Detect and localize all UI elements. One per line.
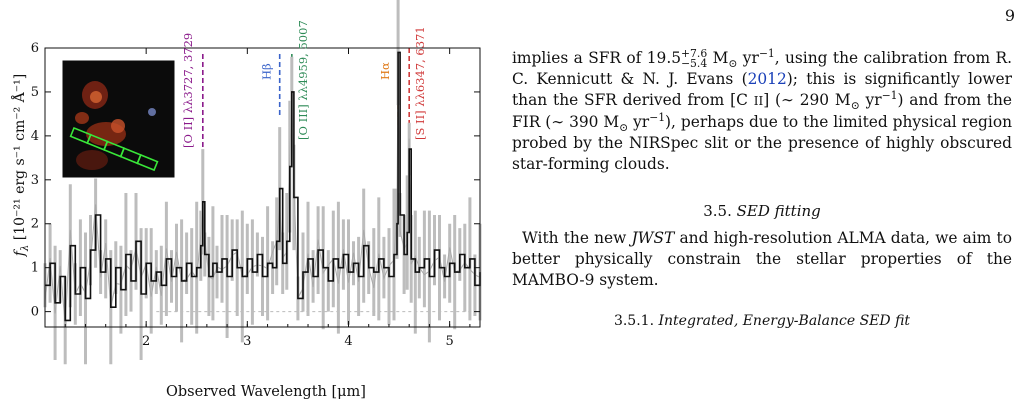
y-tick-label: 5: [31, 85, 39, 100]
plot-area: 2 3 4 5 0 1 2 3 4 5 6 [O II] λλ3727, 3729 Hβ [O III] …: [31, 0, 482, 365]
text-column: implies a SFR of 19.5 +7.6 −5.4 M⊙ yr−1, u…: [512, 48, 1012, 332]
emission-line-label: [S II] λλ6347, 6371: [413, 26, 427, 140]
y-label-units: [10⁻²¹ erg s⁻¹ cm⁻² Å⁻¹]: [10, 74, 28, 245]
x-tick-label: 5: [446, 334, 454, 349]
y-label-lambda: λ: [20, 245, 31, 252]
paragraph-sfr: implies a SFR of 19.5 +7.6 −5.4 M⊙ yr−1, u…: [512, 48, 1012, 175]
y-tick-label: 4: [31, 129, 39, 144]
inset-source-blob: [148, 108, 156, 116]
x-tick-label: 4: [344, 334, 352, 349]
paragraph-sed: With the new JWST and high-resolution AL…: [512, 228, 1012, 291]
text-run: implies a SFR of 19.5: [512, 49, 682, 67]
text-run: ) and from the FIR (∼ 390 M: [512, 91, 1012, 131]
slit-shutter: [136, 153, 159, 172]
inset-source-blob: [76, 150, 108, 170]
y-tick-label: 6: [31, 41, 39, 56]
emission-line-label: Hα: [378, 62, 392, 80]
section-heading: 3.5. SED fitting: [512, 201, 1012, 222]
y-label-f: f: [12, 248, 28, 257]
emission-line-label: [O III] λλ4959, 5007: [296, 20, 310, 140]
inset-source-blob: [75, 112, 89, 124]
text-run: ); this is significantly lower than the …: [512, 70, 1012, 109]
y-tick-label: 0: [31, 305, 39, 320]
plot-frame: [44, 47, 481, 328]
solar-symbol: ⊙: [850, 99, 860, 113]
y-axis-label: fλ [10⁻²¹ erg s⁻¹ cm⁻² Å⁻¹]: [10, 74, 31, 258]
citation-link[interactable]: 2012: [747, 70, 787, 88]
text-run: and high-resolution ALMA data, we aim to…: [512, 229, 1012, 289]
x-axis-label: Observed Wavelength [μm]: [166, 384, 366, 400]
solar-symbol: ⊙: [728, 57, 738, 71]
exponent: −1: [649, 110, 666, 124]
text-run: With the new: [522, 229, 632, 247]
text-run: yr: [859, 91, 882, 109]
subsection-number: 3.5.1.: [613, 313, 655, 329]
exponent: −1: [758, 46, 775, 60]
x-tick-label: 3: [243, 334, 251, 349]
y-tick-label: 3: [31, 173, 39, 188]
text-run: ), perhaps due to the limited physical r…: [512, 113, 1013, 173]
spectrum-figure: 2 3 4 5 0 1 2 3 4 5 6 [O II] λλ3727, 3729 Hβ [O III] …: [10, 0, 482, 400]
nirspec-slit: [69, 126, 159, 172]
emission-line-label: [O II] λλ3727, 3729: [181, 33, 195, 148]
text-run: yr: [737, 49, 759, 67]
section-number: 3.5.: [703, 202, 732, 220]
subsection-heading: 3.5.1. Integrated, Energy-Balance SED fi…: [512, 311, 1012, 332]
roman-numeral: II: [753, 94, 764, 108]
y-tick-label: 1: [31, 261, 39, 276]
sfr-upper-error: +7.6: [681, 47, 708, 61]
text-run: ] (∼ 290 M: [763, 91, 851, 109]
inset-image: [61, 59, 176, 179]
page-number: 9: [1004, 6, 1015, 25]
sfr-lower-error: −5.4: [681, 56, 708, 70]
raw-spectrum: [44, 52, 481, 326]
inset-source-blob: [90, 91, 102, 103]
emission-line-label: Hβ: [260, 63, 274, 80]
solar-symbol: ⊙: [619, 121, 629, 135]
jwst-italic: JWST: [631, 229, 675, 247]
sfr-uncertainty: +7.6 −5.4: [681, 47, 708, 70]
text-run: yr: [628, 113, 650, 131]
exponent: −1: [881, 88, 898, 102]
y-tick-label: 2: [31, 217, 39, 232]
spectrum-line: [45, 51, 481, 322]
inset-source-blob: [111, 119, 125, 133]
text-run: , using the calibration from R. C. Kenni…: [512, 49, 1012, 88]
x-tick-label: 2: [142, 334, 150, 349]
section-title: SED fitting: [736, 202, 821, 220]
svg-text:fλ [10⁻²¹ erg s⁻¹ cm⁻² Å⁻¹]: fλ [10⁻²¹ erg s⁻¹ cm⁻² Å⁻¹]: [10, 74, 31, 258]
inset-border: [61, 59, 176, 179]
subsection-title: Integrated, Energy-Balance SED fit: [658, 313, 911, 329]
text-run: M: [707, 49, 729, 67]
